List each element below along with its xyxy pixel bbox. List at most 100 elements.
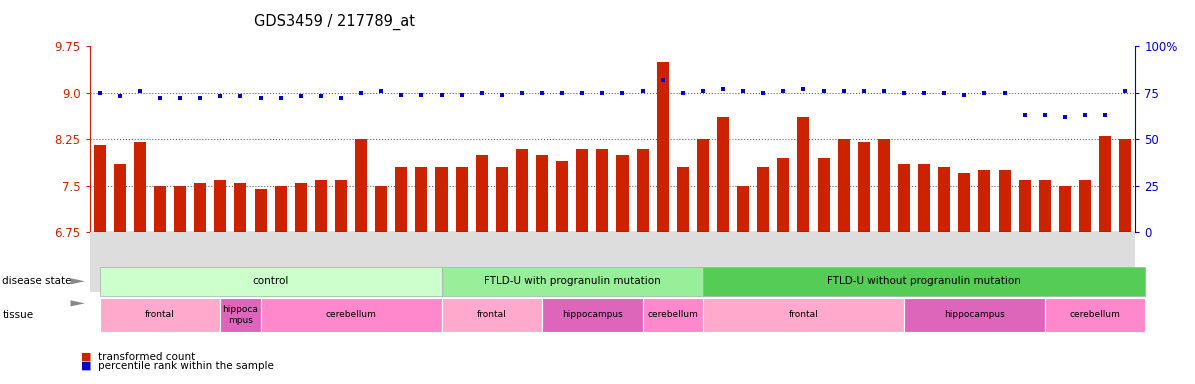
Bar xyxy=(416,167,428,232)
Bar xyxy=(556,161,568,232)
Point xyxy=(793,86,813,92)
Bar xyxy=(396,167,407,232)
Bar xyxy=(154,186,166,232)
Point xyxy=(1116,88,1135,94)
Text: FTLD-U without progranulin mutation: FTLD-U without progranulin mutation xyxy=(827,276,1021,286)
Bar xyxy=(958,173,970,232)
Bar xyxy=(516,149,528,232)
Bar xyxy=(1079,180,1091,232)
Point xyxy=(472,89,491,96)
Point xyxy=(351,89,370,96)
Point xyxy=(271,95,290,101)
Bar xyxy=(737,186,749,232)
Bar xyxy=(1018,180,1030,232)
Bar xyxy=(797,118,809,232)
Point xyxy=(875,88,894,94)
Text: FTLD-U with progranulin mutation: FTLD-U with progranulin mutation xyxy=(484,276,661,286)
Bar xyxy=(1099,136,1111,232)
Point xyxy=(90,89,109,96)
Bar xyxy=(1120,139,1132,232)
Bar xyxy=(817,158,829,232)
Text: cerebellum: cerebellum xyxy=(648,310,698,319)
Point xyxy=(392,91,411,98)
Text: hippocampus: hippocampus xyxy=(944,310,1005,319)
Bar xyxy=(576,149,588,232)
Point xyxy=(713,86,733,92)
Point xyxy=(191,95,210,101)
Point xyxy=(834,88,853,94)
Point xyxy=(372,88,391,94)
Bar xyxy=(697,139,709,232)
Text: ■: ■ xyxy=(81,361,92,371)
Point xyxy=(492,91,511,98)
Bar xyxy=(596,149,608,232)
Point xyxy=(633,88,652,94)
Text: tissue: tissue xyxy=(2,310,33,320)
Point xyxy=(673,89,692,96)
Bar xyxy=(214,180,226,232)
Text: GDS3459 / 217789_at: GDS3459 / 217789_at xyxy=(255,13,415,30)
Bar xyxy=(234,183,246,232)
Bar xyxy=(777,158,790,232)
Bar xyxy=(838,139,850,232)
Point xyxy=(231,93,250,99)
Bar xyxy=(134,142,146,232)
Point xyxy=(210,93,229,99)
Text: cerebellum: cerebellum xyxy=(1070,310,1121,319)
Point xyxy=(934,89,954,96)
Bar xyxy=(979,170,991,232)
Bar xyxy=(496,167,508,232)
Text: transformed count: transformed count xyxy=(98,352,195,362)
Point xyxy=(1055,114,1074,120)
Polygon shape xyxy=(71,278,85,284)
Point xyxy=(533,89,552,96)
Bar xyxy=(1059,186,1071,232)
Point xyxy=(914,89,933,96)
Bar xyxy=(657,61,669,232)
Point xyxy=(1076,112,1095,118)
Bar xyxy=(676,167,688,232)
Point xyxy=(513,89,532,96)
Point xyxy=(312,93,331,99)
Point xyxy=(110,93,129,99)
Bar xyxy=(878,139,890,232)
Bar xyxy=(897,164,911,232)
Polygon shape xyxy=(71,300,85,306)
Point xyxy=(171,95,190,101)
Bar xyxy=(194,183,207,232)
Bar xyxy=(93,146,105,232)
Point xyxy=(654,76,673,83)
Point xyxy=(452,91,471,98)
Point xyxy=(1015,112,1034,118)
Bar xyxy=(938,167,950,232)
Point xyxy=(894,89,913,96)
Point xyxy=(331,95,350,101)
Text: frontal: frontal xyxy=(477,310,507,319)
Text: frontal: frontal xyxy=(789,310,819,319)
Bar xyxy=(435,167,448,232)
Point xyxy=(814,88,833,94)
Bar xyxy=(375,186,387,232)
Point xyxy=(774,88,793,94)
Bar xyxy=(455,167,467,232)
Point xyxy=(292,93,311,99)
Bar xyxy=(114,164,125,232)
Point xyxy=(431,91,451,98)
Bar xyxy=(275,186,287,232)
Bar xyxy=(476,155,488,232)
Bar xyxy=(1038,180,1050,232)
Text: cerebellum: cerebellum xyxy=(325,310,376,319)
Bar xyxy=(717,118,729,232)
Text: ■: ■ xyxy=(81,352,92,362)
Bar xyxy=(355,139,367,232)
Bar xyxy=(858,142,870,232)
Point xyxy=(734,88,753,94)
Bar xyxy=(999,170,1011,232)
Text: control: control xyxy=(252,276,289,286)
Bar xyxy=(537,155,549,232)
Point xyxy=(251,95,270,101)
Bar xyxy=(314,180,327,232)
Point xyxy=(955,91,974,98)
Point xyxy=(412,91,431,98)
Point xyxy=(693,88,712,94)
